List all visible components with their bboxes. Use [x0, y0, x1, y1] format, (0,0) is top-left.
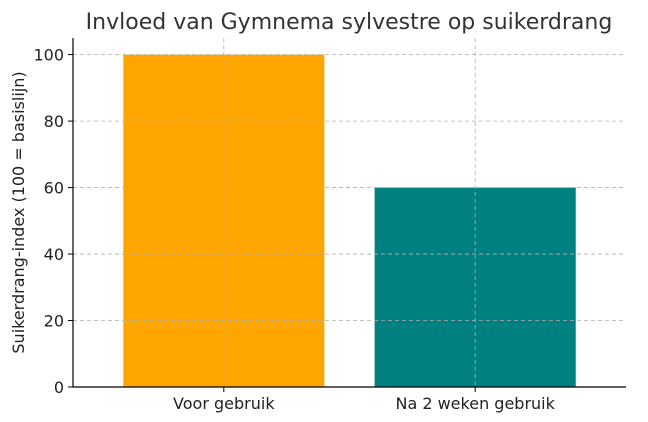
x-tick-label: Na 2 weken gebruik	[395, 394, 555, 413]
x-axis-ticks: Voor gebruik Na 2 weken gebruik	[173, 387, 556, 413]
y-tick-label: 0	[54, 378, 64, 397]
bars	[123, 54, 576, 387]
chart-title: Invloed van Gymnema sylvestre op suikerd…	[86, 10, 613, 35]
axes	[72, 38, 626, 388]
plot-area: 0 20 40 60 80 100 Voor gebruik Na 2 weken gebr…	[33, 38, 626, 413]
y-tick-label: 80	[44, 112, 64, 131]
x-tick-label: Voor gebruik	[173, 394, 275, 413]
y-tick-label: 40	[44, 245, 64, 264]
y-tick-label: 20	[44, 312, 64, 331]
bar-2	[374, 187, 576, 387]
y-axis-ticks: 0 20 40 60 80 100	[33, 46, 73, 397]
y-tick-label: 100	[33, 46, 64, 65]
y-axis-label: Suikerdrang-index (100 = basislijn)	[9, 71, 28, 353]
y-tick-label: 60	[44, 179, 64, 198]
